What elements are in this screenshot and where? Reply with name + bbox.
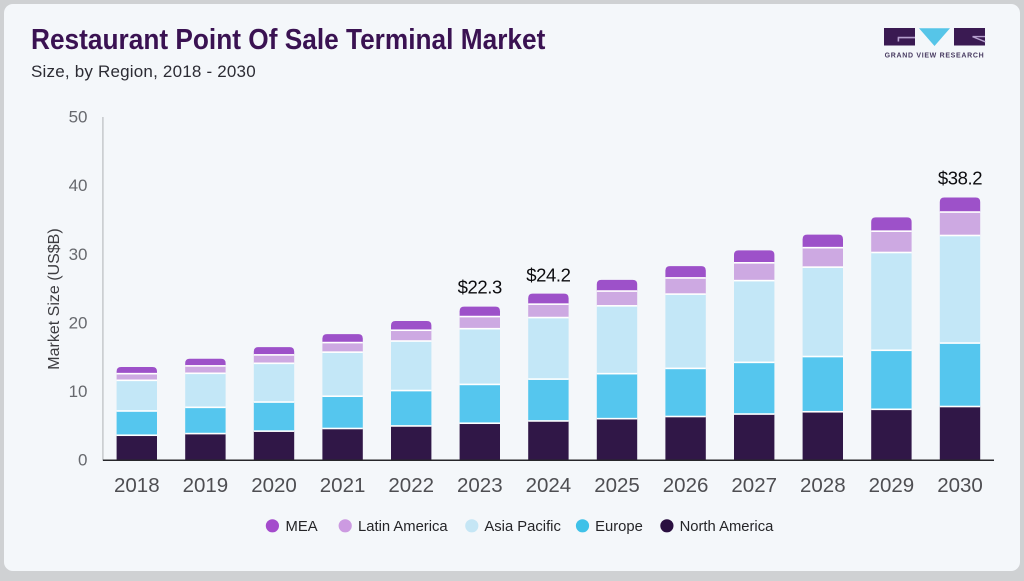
svg-text:Europe: Europe xyxy=(595,519,643,535)
svg-text:Market Size (US$B): Market Size (US$B) xyxy=(46,228,63,369)
svg-text:North America: North America xyxy=(680,519,775,535)
svg-text:10: 10 xyxy=(69,382,88,401)
svg-text:20: 20 xyxy=(69,313,88,332)
svg-text:30: 30 xyxy=(69,245,88,264)
svg-text:2024: 2024 xyxy=(526,474,572,497)
svg-text:$38.2: $38.2 xyxy=(938,168,982,189)
svg-text:Asia Pacific: Asia Pacific xyxy=(484,519,561,535)
svg-text:Latin America: Latin America xyxy=(358,519,448,535)
svg-text:2021: 2021 xyxy=(320,474,366,497)
svg-text:0: 0 xyxy=(78,451,87,470)
svg-text:2020: 2020 xyxy=(251,474,297,497)
svg-text:2022: 2022 xyxy=(388,474,434,497)
svg-text:GRAND VIEW RESEARCH: GRAND VIEW RESEARCH xyxy=(885,53,985,60)
svg-text:MEA: MEA xyxy=(286,519,318,535)
svg-text:2026: 2026 xyxy=(663,474,709,497)
svg-text:2023: 2023 xyxy=(457,474,503,497)
svg-text:2030: 2030 xyxy=(937,474,983,497)
svg-text:2019: 2019 xyxy=(183,474,229,497)
svg-text:2027: 2027 xyxy=(731,474,777,497)
svg-text:$24.2: $24.2 xyxy=(526,265,570,286)
svg-text:2025: 2025 xyxy=(594,474,640,497)
svg-text:2028: 2028 xyxy=(800,474,846,497)
svg-text:2018: 2018 xyxy=(114,474,160,497)
svg-text:40: 40 xyxy=(69,176,88,195)
svg-text:$22.3: $22.3 xyxy=(458,277,502,298)
svg-text:2029: 2029 xyxy=(869,474,915,497)
svg-text:50: 50 xyxy=(69,108,88,127)
